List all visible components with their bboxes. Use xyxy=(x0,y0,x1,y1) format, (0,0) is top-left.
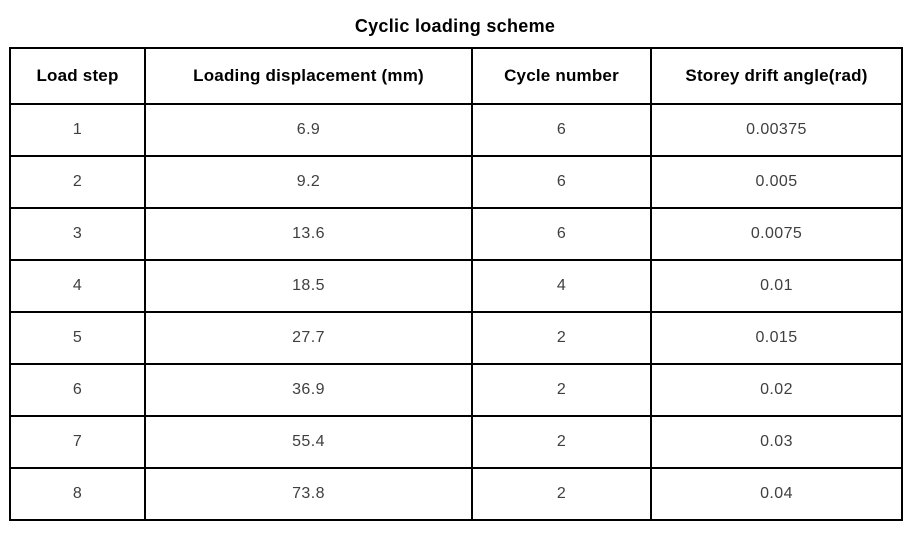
table-cell: 6 xyxy=(471,207,652,261)
table-cell: 73.8 xyxy=(144,467,473,521)
col-header-loading-displacement: Loading displacement (mm) xyxy=(144,47,473,105)
table-cell: 6.9 xyxy=(144,103,473,157)
table-cell: 6 xyxy=(471,155,652,209)
table-body: 1 6.9 6 0.00375 2 9.2 6 0.005 3 13.6 6 0.0075 4 18.5 4… xyxy=(9,103,903,521)
table-row: 6 36.9 2 0.02 xyxy=(9,363,903,417)
table-cell: 0.0075 xyxy=(650,207,903,261)
table-row: 2 9.2 6 0.005 xyxy=(9,155,903,209)
table-cell: 1 xyxy=(9,103,146,157)
col-header-cycle-number: Cycle number xyxy=(471,47,652,105)
table-row: 3 13.6 6 0.0075 xyxy=(9,207,903,261)
header-row: Load step Loading displacement (mm) Cycl… xyxy=(9,47,903,105)
table-container: Cyclic loading scheme Load step Loading … xyxy=(9,0,903,521)
table-cell: 4 xyxy=(9,259,146,313)
table-cell: 6 xyxy=(9,363,146,417)
table-cell: 13.6 xyxy=(144,207,473,261)
table-cell: 2 xyxy=(471,415,652,469)
table-row: 1 6.9 6 0.00375 xyxy=(9,103,903,157)
table-cell: 0.04 xyxy=(650,467,903,521)
table-cell: 6 xyxy=(471,103,652,157)
table-cell: 7 xyxy=(9,415,146,469)
table-cell: 55.4 xyxy=(144,415,473,469)
col-header-storey-drift-angle: Storey drift angle(rad) xyxy=(650,47,903,105)
table-cell: 0.00375 xyxy=(650,103,903,157)
table-cell: 0.015 xyxy=(650,311,903,365)
table-cell: 9.2 xyxy=(144,155,473,209)
table-row: 4 18.5 4 0.01 xyxy=(9,259,903,313)
table-cell: 4 xyxy=(471,259,652,313)
table-cell: 2 xyxy=(9,155,146,209)
table-row: 7 55.4 2 0.03 xyxy=(9,415,903,469)
table-cell: 36.9 xyxy=(144,363,473,417)
table-cell: 0.01 xyxy=(650,259,903,313)
cyclic-loading-table: Load step Loading displacement (mm) Cycl… xyxy=(9,47,903,521)
table-row: 8 73.8 2 0.04 xyxy=(9,467,903,521)
table-row: 5 27.7 2 0.015 xyxy=(9,311,903,365)
table-cell: 2 xyxy=(471,363,652,417)
table-cell: 5 xyxy=(9,311,146,365)
table-cell: 8 xyxy=(9,467,146,521)
table-cell: 18.5 xyxy=(144,259,473,313)
table-cell: 2 xyxy=(471,311,652,365)
table-cell: 0.02 xyxy=(650,363,903,417)
table-cell: 0.005 xyxy=(650,155,903,209)
table-cell: 3 xyxy=(9,207,146,261)
table-cell: 2 xyxy=(471,467,652,521)
table-title: Cyclic loading scheme xyxy=(354,16,556,36)
col-header-load-step: Load step xyxy=(9,47,146,105)
table-cell: 0.03 xyxy=(650,415,903,469)
table-cell: 27.7 xyxy=(144,311,473,365)
